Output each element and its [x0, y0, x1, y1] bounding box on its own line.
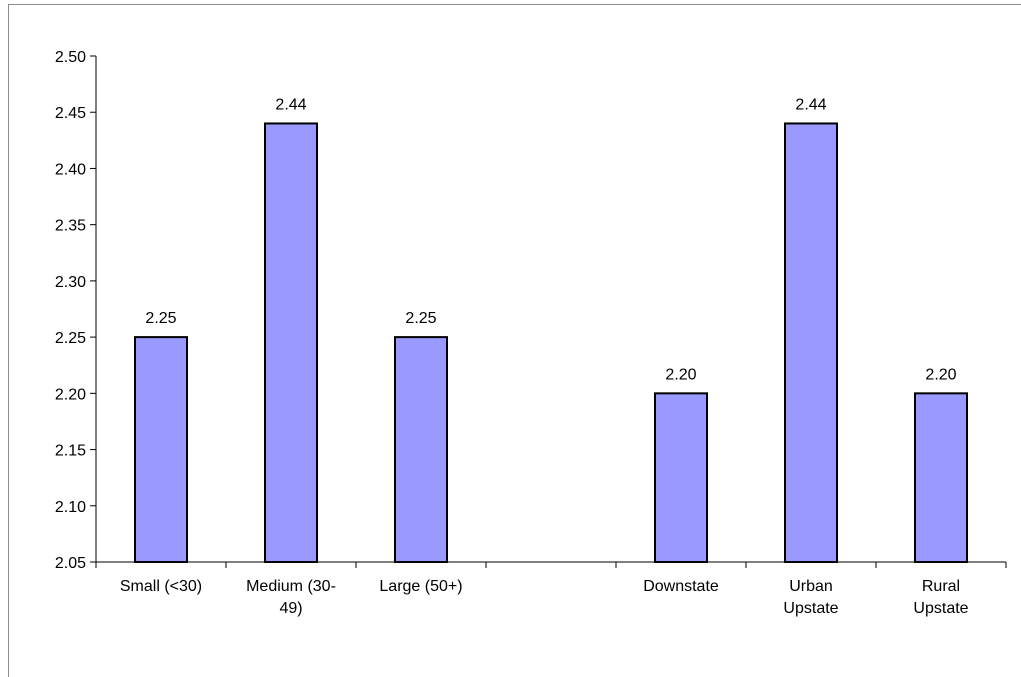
- bar: [654, 392, 708, 564]
- y-tick-label: 2.30: [55, 274, 86, 291]
- x-category-label: 49): [279, 600, 302, 617]
- bar: [914, 392, 968, 564]
- y-tick-label: 2.35: [55, 218, 86, 235]
- bar: [784, 122, 838, 563]
- y-tick-label: 2.50: [55, 49, 86, 66]
- y-tick-label: 2.05: [55, 555, 86, 572]
- data-label: 2.25: [145, 310, 176, 327]
- axes: 2.05 2.10 2.15 2.20 2.25 2.30 2.35 2.40 2.45 2.50: [55, 49, 1007, 572]
- x-category-label: Small (<30): [120, 578, 202, 595]
- chart-frame: [8, 4, 1021, 677]
- x-category-label: Medium (30-: [246, 578, 336, 595]
- data-label: 2.25: [405, 310, 436, 327]
- bar: [264, 122, 318, 563]
- x-category-label: Upstate: [913, 600, 968, 617]
- bar: [134, 336, 188, 563]
- bar: [394, 336, 448, 563]
- y-tick-label: 2.25: [55, 330, 86, 347]
- y-tick-label: 2.20: [55, 386, 86, 403]
- labels: 2.25 Small (<30) 2.44 Medium (30- 49) 2.25 Lar…: [120, 96, 969, 617]
- data-label: 2.20: [665, 366, 696, 383]
- x-category-label: Rural: [922, 578, 960, 595]
- y-tick-label: 2.40: [55, 161, 86, 178]
- y-tick-label: 2.45: [55, 105, 86, 122]
- data-label: 2.44: [795, 96, 826, 113]
- data-label: 2.44: [275, 96, 306, 113]
- y-tick-label: 2.10: [55, 499, 86, 516]
- x-category-label: Downstate: [643, 578, 719, 595]
- x-category-label: Upstate: [783, 600, 838, 617]
- x-category-label: Large (50+): [379, 578, 462, 595]
- y-tick-label: 2.15: [55, 443, 86, 460]
- data-label: 2.20: [925, 366, 956, 383]
- bars: [134, 122, 968, 564]
- x-category-label: Urban: [789, 578, 833, 595]
